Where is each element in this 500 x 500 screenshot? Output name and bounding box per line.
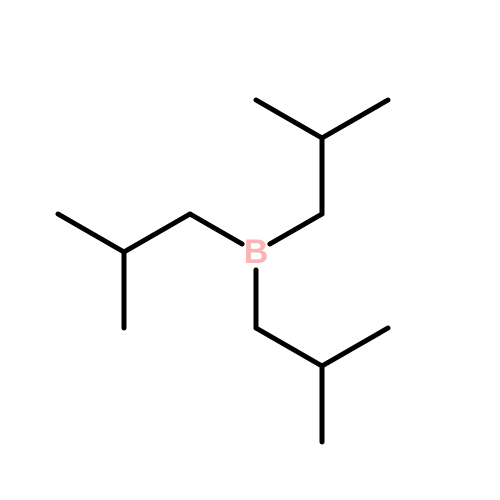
molecule-canvas: B: [0, 0, 500, 500]
bond-C2-C3b: [322, 100, 388, 138]
bond-B-C1: [270, 214, 322, 244]
atom-label-B: B: [244, 233, 269, 271]
bond-C4-C5: [124, 214, 190, 252]
bond-C2-C3a: [256, 100, 322, 138]
bond-C5-C6a: [58, 214, 124, 252]
bond-C7-C8: [256, 328, 322, 366]
bond-B-C4: [190, 214, 242, 244]
bond-C8-C9b: [322, 328, 388, 366]
